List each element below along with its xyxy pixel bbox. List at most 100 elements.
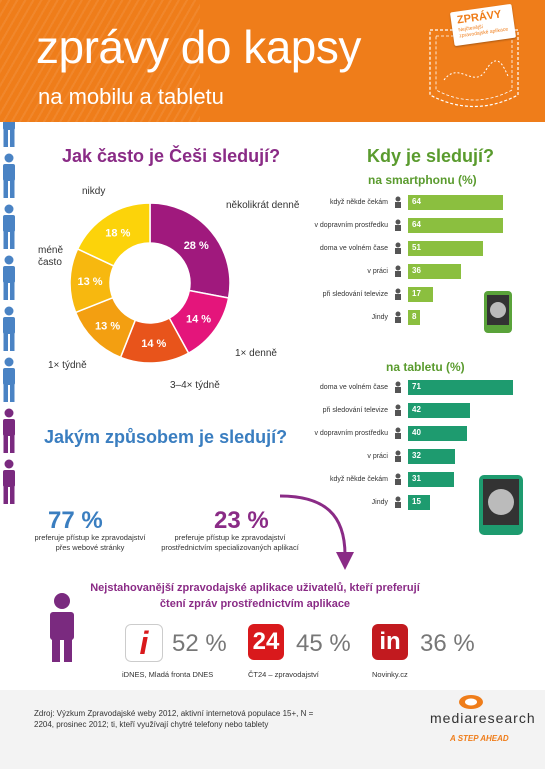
mediaresearch-logo-icon (459, 695, 483, 709)
donut-value-label: 13 % (95, 320, 120, 332)
smartphone-subheading: na smartphonu (%) (368, 173, 477, 187)
bar-label: v práci (367, 453, 388, 460)
bar-value: 36 (412, 266, 421, 275)
bar-label: v dopravním prostředku (314, 222, 388, 229)
app-text: preferuje přístup ke zpravodajství prost… (161, 533, 299, 552)
bar: 17 (408, 287, 434, 302)
bar: 36 (408, 264, 462, 279)
idnes-percent: 52 % (172, 630, 227, 657)
source-note: Zdroj: Výzkum Zpravodajské weby 2012, ak… (34, 709, 314, 729)
bar-row: v práci 32 (300, 448, 530, 466)
tablet-icon (479, 475, 523, 535)
ct24-app-icon: 24 (248, 624, 284, 660)
label-several-daily: několikrát denně (226, 200, 300, 211)
donut-value-label: 18 % (105, 227, 130, 239)
bar-label: při sledování televize (322, 291, 388, 298)
bar-row: Jindy 15 (300, 494, 530, 512)
idnes-app-icon: i (125, 624, 163, 662)
company-tagline: A STEP AHEAD (450, 734, 509, 743)
bar: 64 (408, 218, 503, 233)
header-pattern (0, 0, 200, 122)
label-never: nikdy (82, 186, 106, 197)
bar-label: doma ve volném čase (319, 384, 388, 391)
bar-row: doma ve volném čase 51 (300, 240, 530, 258)
donut-value-label: 14 % (141, 338, 166, 350)
page-title: zprávy do kapsy (36, 21, 361, 73)
bar-row: v dopravním prostředku 64 (300, 217, 530, 235)
idnes-name: iDNES, Mladá fronta DNES (122, 670, 214, 679)
bar: 8 (408, 310, 420, 325)
bar-value: 51 (412, 243, 421, 252)
bar: 32 (408, 449, 456, 464)
bar-row: když někde čekám 31 (300, 471, 530, 489)
person-icon (0, 255, 545, 306)
company-logo: mediaresearch (430, 710, 536, 726)
donut-value-label: 14 % (186, 313, 211, 325)
bar: 15 (408, 495, 431, 510)
page-subtitle: na mobilu a tabletu (38, 84, 224, 109)
person-icon (50, 593, 74, 662)
bar-value: 31 (412, 474, 421, 483)
novinky-app-icon: in (372, 624, 408, 660)
situation-icon (391, 449, 405, 463)
person-icon (0, 459, 545, 510)
person-icon (0, 357, 545, 408)
smartphone-icon (484, 291, 512, 333)
bar-value: 32 (412, 451, 421, 460)
bar-label: doma ve volném čase (319, 245, 388, 252)
bar-value: 64 (412, 197, 421, 206)
bar: 71 (408, 380, 513, 395)
situation-icon (391, 472, 405, 486)
person-icon (0, 204, 545, 255)
bar: 51 (408, 241, 484, 256)
person-icon (0, 306, 545, 357)
donut-slice (149, 202, 231, 299)
bar-label: když někde čekám (330, 199, 388, 206)
web-text: preferuje přístup ke zpravodajství přes … (34, 533, 146, 552)
bar-value: 40 (412, 428, 421, 437)
bar-value: 42 (412, 405, 421, 414)
when-heading: Kdy je sledují? (367, 146, 495, 166)
bar-row: Jindy 8 (300, 309, 530, 327)
situation-icon (391, 218, 405, 232)
frequency-donut-chart: 28 % 14 % 14 % 13 % 13 % 18 % (69, 202, 231, 364)
apps-title: Nejstahovanější zpravodajské aplikace už… (90, 582, 420, 610)
bar-row: když někde čekám 64 (300, 194, 530, 212)
bar-row: v dopravním prostředku 40 (300, 425, 530, 443)
bar: 40 (408, 426, 468, 441)
person-icon (0, 408, 545, 459)
situation-icon (391, 426, 405, 440)
bar-value: 71 (412, 382, 421, 391)
situation-icon (391, 380, 405, 394)
situation-icon (391, 195, 405, 209)
bar-label: Jindy (371, 314, 388, 321)
bar-label: Jindy (371, 499, 388, 506)
bar-value: 17 (412, 289, 421, 298)
bar-value: 64 (412, 220, 421, 229)
novinky-percent: 36 % (420, 630, 475, 657)
app-percent: 23 % (214, 507, 269, 534)
bar: 64 (408, 195, 503, 210)
bar-label: v práci (367, 268, 388, 275)
bar-value: 15 (412, 497, 421, 506)
label-3-4-weekly: 3–4× týdně (170, 380, 220, 391)
situation-icon (391, 495, 405, 509)
how-heading: Jakým způsobem je sledují? (44, 427, 288, 447)
ct24-percent: 45 % (296, 630, 351, 657)
bar: 42 (408, 403, 471, 418)
person-icon (0, 153, 545, 204)
situation-icon (391, 310, 405, 324)
bar-label: při sledování televize (322, 407, 388, 414)
label-less-often: méně často (38, 245, 64, 268)
novinky-name: Novinky.cz (372, 670, 408, 679)
bar-label: v dopravním prostředku (314, 430, 388, 437)
bar-row: v práci 36 (300, 263, 530, 281)
ct24-name: ČT24 – zpravodajství (248, 670, 319, 679)
donut-slice (76, 202, 151, 267)
donut-value-label: 28 % (184, 240, 209, 252)
label-once-daily: 1× denně (235, 348, 277, 359)
bar-row: doma ve volném čase 71 (300, 379, 530, 397)
how-often-heading: Jak často je Češi sledují? (62, 146, 281, 166)
tablet-subheading: na tabletu (%) (386, 360, 465, 374)
label-once-weekly: 1× týdně (48, 360, 87, 371)
